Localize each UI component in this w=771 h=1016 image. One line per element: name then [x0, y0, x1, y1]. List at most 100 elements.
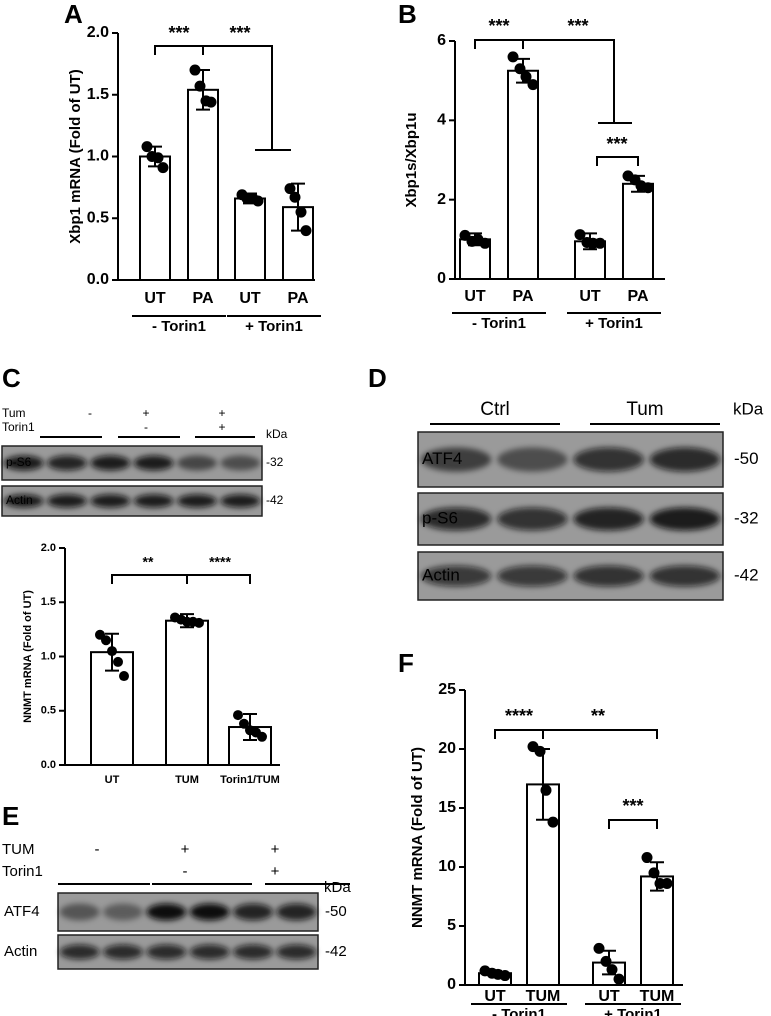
data-point [295, 206, 307, 218]
panel-label: B [398, 0, 417, 29]
y-tick-label: 4 [437, 112, 446, 129]
y-tick-label: 0.5 [41, 705, 56, 717]
blot-band [497, 565, 568, 587]
blot-row-label: p-S6 [422, 508, 458, 527]
x-tick-label: Torin1/TUM [220, 774, 280, 786]
blot-band [276, 903, 317, 921]
y-tick-label: 1.0 [87, 148, 109, 165]
lane-group-label: Ctrl [480, 399, 510, 420]
data-point [499, 970, 511, 982]
condition-mark: + [271, 863, 280, 880]
blot-band [146, 903, 187, 921]
significance-bracket [111, 574, 188, 584]
data-point [289, 191, 301, 203]
blot-band [649, 447, 720, 472]
condition-mark: + [181, 841, 190, 858]
blot-band [90, 494, 131, 508]
data-point [101, 635, 111, 646]
condition-mark: + [218, 420, 225, 434]
condition-mark: + [142, 406, 149, 420]
data-point [194, 617, 204, 628]
y-tick-label: 0 [447, 976, 456, 993]
blot-band [220, 455, 261, 471]
blot-band [649, 565, 720, 587]
panel-label: C [2, 363, 21, 393]
blot-band [59, 944, 100, 960]
bar [622, 182, 654, 280]
data-point [527, 79, 539, 91]
data-point [239, 718, 249, 729]
blot-band [3, 494, 44, 508]
blot-band [59, 903, 100, 921]
panel-label: D [368, 363, 387, 393]
data-point [661, 878, 673, 890]
data-point [252, 195, 264, 207]
chart: 0 5 10 15 20 25 NNMT mRNA (Fold of UT) UT TUM UT T… [409, 681, 683, 1016]
data-point [479, 237, 491, 249]
blot-band [276, 944, 317, 960]
data-point [574, 229, 586, 241]
y-axis-label: NNMT mRNA (Fold of UT) [409, 747, 426, 928]
y-tick-label: 15 [438, 799, 456, 816]
significance-label: *** [168, 23, 189, 43]
x-tick-label: UT [144, 290, 166, 307]
condition-label: TUM [2, 841, 35, 858]
significance-label: *** [622, 796, 643, 816]
condition-mark: - [144, 420, 148, 434]
blot-band [421, 447, 492, 472]
blot-background [57, 892, 319, 932]
data-point [540, 784, 552, 796]
bar [234, 197, 266, 282]
kda-label: kDa [266, 427, 288, 441]
significance-bracket [542, 729, 658, 739]
data-point [257, 731, 267, 742]
blot-band [103, 944, 143, 960]
data-point [648, 867, 660, 879]
lane-group-label: Tum [626, 399, 663, 420]
data-point [300, 225, 312, 237]
condition-mark: + [271, 841, 280, 858]
y-tick-label: 0.0 [41, 759, 56, 771]
y-tick-label: 5 [447, 917, 456, 934]
x-tick-label: UT [598, 988, 620, 1005]
condition-mark: - [95, 841, 100, 858]
x-tick-label: PA [192, 290, 213, 307]
significance-label: *** [567, 16, 588, 36]
data-point [606, 964, 618, 976]
blot-band [47, 494, 87, 508]
molecular-weight: -32 [266, 455, 284, 469]
blot-band [177, 455, 217, 471]
panel-label: E [2, 801, 19, 831]
blot-band [103, 903, 143, 921]
group-label: - Torin1 [152, 318, 206, 335]
molecular-weight: -42 [734, 565, 759, 584]
data-point [507, 51, 519, 63]
blot-row-label: Actin [4, 943, 37, 960]
blot-band [573, 507, 644, 531]
data-point [520, 71, 532, 83]
data-point [593, 942, 605, 954]
blot-row-label: ATF4 [4, 903, 40, 920]
molecular-weight: -42 [266, 493, 284, 507]
kda-label: kDa [324, 879, 351, 896]
group-label: - Torin1 [492, 1006, 546, 1016]
blot-band [220, 494, 261, 508]
condition-mark: + [218, 406, 225, 420]
x-tick-label: UT [105, 774, 120, 786]
significance-label: **** [209, 554, 231, 570]
group-label: + Torin1 [245, 318, 303, 335]
condition-mark: - [183, 863, 188, 880]
condition-label: Torin1 [2, 420, 35, 434]
blot-band [573, 447, 644, 472]
significance-bracket [186, 574, 251, 584]
bar [165, 619, 209, 766]
data-point [119, 671, 129, 682]
y-tick-label: 1.5 [87, 86, 109, 103]
blot-band [133, 455, 174, 471]
data-point [642, 182, 654, 194]
western-blot: ATF4 -50 Actin -42 kDa TUM - + + Torin1 - + [2, 841, 351, 970]
blot-band [233, 944, 273, 960]
molecular-weight: -32 [734, 508, 759, 527]
y-tick-label: 25 [438, 681, 456, 698]
